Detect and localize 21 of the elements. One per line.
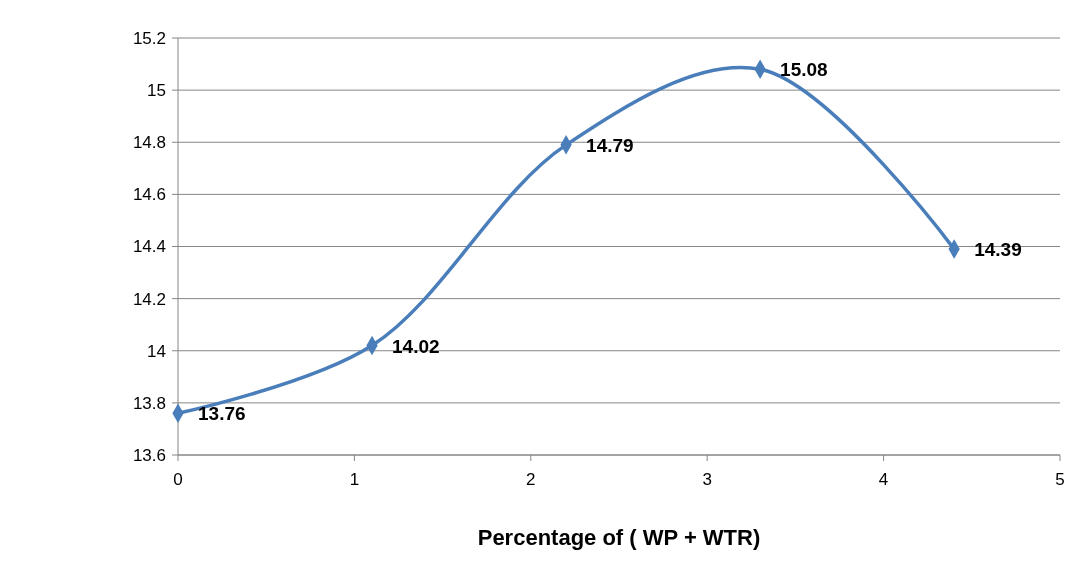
data-label: 14.02 <box>392 335 440 357</box>
y-tick-label: 15.2 <box>132 28 166 48</box>
y-tick-label: 14.2 <box>132 289 166 309</box>
y-tick-label: 14.4 <box>132 237 166 257</box>
y-tick-label: 14.8 <box>132 133 166 153</box>
y-tick-label: 13.8 <box>132 393 166 413</box>
y-tick-label: 13.6 <box>132 445 166 465</box>
y-tick-label: 15 <box>147 81 166 101</box>
x-tick-label: 2 <box>526 470 536 489</box>
data-label: 15.08 <box>780 59 828 81</box>
x-tick-label: 5 <box>1055 470 1065 489</box>
x-tick-label: 3 <box>702 470 712 489</box>
x-tick-label: 1 <box>349 470 360 489</box>
data-label: 14.79 <box>586 134 634 156</box>
x-tick-label: 0 <box>173 470 183 489</box>
data-label: 14.39 <box>974 239 1022 261</box>
data-label: 13.76 <box>198 403 246 425</box>
y-tick-label: 14 <box>147 341 166 361</box>
x-tick-label: 4 <box>878 470 889 489</box>
y-tick-label: 14.6 <box>132 185 166 205</box>
x-axis-title: Percentage of ( WP + WTR) <box>477 525 761 550</box>
